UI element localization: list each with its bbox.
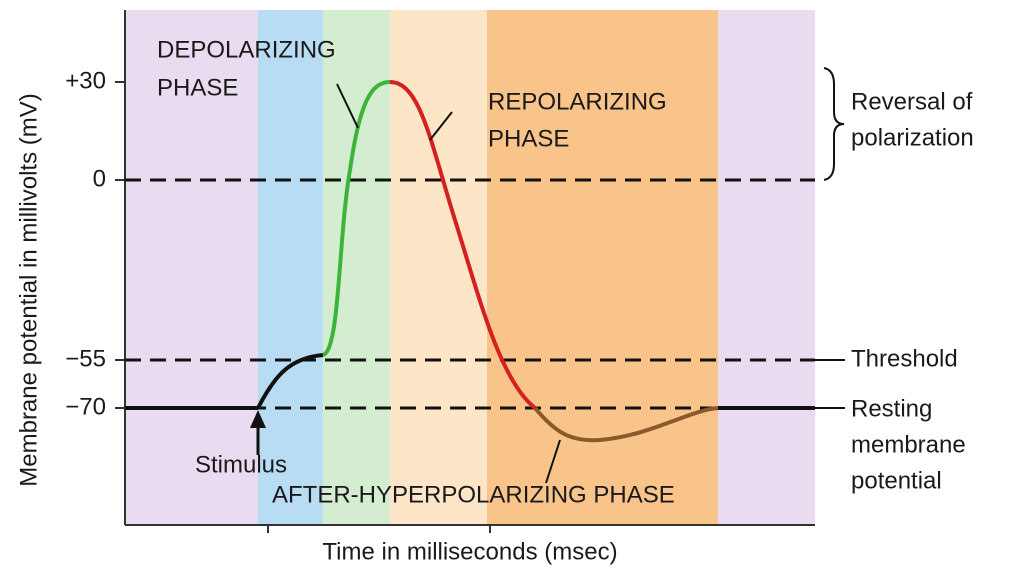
- stimulus-arrowhead: [250, 410, 266, 428]
- annotation: Threshold: [851, 345, 958, 372]
- depolarizing-pointer: [336, 83, 359, 129]
- y-tick-label: 0: [93, 165, 106, 192]
- stimulus-label: Stimulus: [195, 451, 287, 478]
- x-axis-title: Time in milliseconds (msec): [322, 538, 617, 565]
- annotation: potential: [851, 467, 942, 494]
- y-tick-label: +30: [65, 67, 106, 94]
- band-stimulus: [258, 10, 323, 525]
- phase-label: DEPOLARIZING: [157, 36, 336, 63]
- curve-stimulus: [256, 353, 324, 409]
- annotation: Reversal of: [851, 88, 973, 115]
- repolarizing-pointer: [429, 111, 453, 141]
- curve-repolarizing: [389, 80, 537, 410]
- curve-depolarizing: [321, 80, 391, 357]
- phase-label: PHASE: [157, 74, 238, 101]
- band-depolarizing: [323, 10, 390, 525]
- after-hyperpolarizing-pointer: [545, 439, 561, 484]
- annotation: membrane: [851, 431, 966, 458]
- band-resting-end: [718, 10, 815, 525]
- y-tick-label: −70: [65, 393, 106, 420]
- annotation: polarization: [851, 124, 974, 151]
- curve-after-hyperpolarizing: [533, 406, 719, 443]
- band-resting: [125, 10, 258, 525]
- band-after-hyperpolarizing: [487, 10, 718, 525]
- phase-label: REPOLARIZING: [488, 88, 667, 115]
- phase-label: PHASE: [488, 125, 569, 152]
- phase-label: AFTER-HYPERPOLARIZING PHASE: [272, 481, 675, 508]
- y-tick-label: −55: [65, 345, 106, 372]
- y-axis-title: Membrane potential in millivolts (mV): [15, 93, 42, 486]
- reversal-brace: [823, 67, 845, 181]
- annotation: Resting: [851, 395, 932, 422]
